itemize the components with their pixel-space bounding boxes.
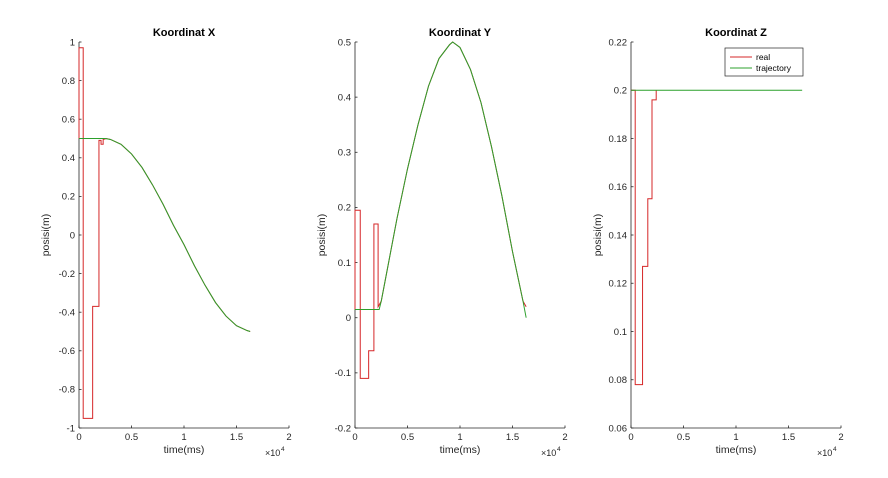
chart-1-y-axis-label: posisi(m) [316, 214, 328, 257]
chart-0-y-tick-label: -1 [67, 423, 75, 434]
chart-0-y-tick-label: 0.4 [62, 153, 75, 164]
chart-0-x-tick-label: 0.5 [125, 432, 138, 443]
chart-0-x-tick-label: 2 [286, 432, 291, 443]
chart-2-y-tick-label: 0.12 [609, 279, 628, 290]
chart-0-y-tick-label: 0.8 [62, 76, 75, 87]
chart-2-x-tick-label: 2 [838, 432, 843, 443]
chart-1-x-exponent-label: ×10 [541, 448, 556, 458]
chart-1-y-tick-label: -0.2 [335, 423, 351, 434]
chart-koordinat-x: 0 0.5 1 1.5 2 -1 -0.8 -0.6 -0.4 -0.2 0 0.2 0.4 0.6 0.8… [40, 27, 292, 458]
chart-2-x-tick-label: 0.5 [677, 432, 690, 443]
chart-1-y-tick-label: 0.4 [338, 92, 351, 103]
chart-2-y-tick-label: 0.22 [609, 37, 628, 48]
chart-1-x-tick-label: 0.5 [401, 432, 414, 443]
chart-1-y-tick-label: -0.1 [335, 368, 351, 379]
chart-1-x-tick-label: 1 [457, 432, 462, 443]
chart-0-y-tick-label: -0.4 [59, 308, 75, 319]
chart-1-x-axis-label: time(ms) [440, 444, 481, 456]
chart-1-y-tick-label: 0 [346, 313, 351, 324]
chart-0-x-exponent-label: ×10 [265, 448, 280, 458]
chart-1-series-real-line [354, 41, 527, 379]
chart-0-x-tick-label: 1.5 [230, 432, 243, 443]
chart-2-legend-box [724, 47, 804, 77]
chart-2-x-exponent-power: 4 [833, 446, 837, 453]
chart-2-legend-label-real: real [756, 52, 770, 62]
chart-0-y-axis-label: posisi(m) [40, 214, 52, 257]
chart-1-series-trajectory-line [355, 41, 527, 318]
chart-koordinat-z: 0 0.5 1 1.5 2 0.06 0.08 0.1 0.12 0.14 0.16 0.18 0.2 0… [592, 27, 844, 458]
chart-1-y-tick-label: 0.1 [338, 258, 351, 269]
chart-2-title: Koordinat Z [705, 27, 767, 39]
chart-2-x-axis-label: time(ms) [716, 444, 757, 456]
chart-1-y-tick-label: 0.3 [338, 148, 351, 159]
chart-1-title: Koordinat Y [429, 27, 492, 39]
chart-0-x-axis-label: time(ms) [164, 444, 205, 456]
chart-0-y-tick-label: 1 [70, 37, 75, 48]
chart-0-y-tick-label: 0 [70, 230, 75, 241]
chart-0-x-tick-label: 0 [76, 432, 81, 443]
chart-0-y-tick-label: -0.8 [59, 385, 75, 396]
chart-2-legend-label-trajectory: trajectory [756, 63, 792, 73]
chart-1-y-tick-label: 0.5 [338, 37, 351, 48]
chart-0-y-tick-label: -0.6 [59, 346, 75, 357]
chart-1-y-tick-label: 0.2 [338, 203, 351, 214]
chart-2-x-tick-label: 0 [628, 432, 633, 443]
chart-1-x-tick-label: 0 [352, 432, 357, 443]
chart-2-y-tick-label: 0.18 [609, 134, 628, 145]
chart-0-y-tick-label: 0.2 [62, 192, 75, 203]
chart-2-y-tick-label: 0.08 [609, 375, 628, 386]
chart-1-x-tick-label: 1.5 [506, 432, 519, 443]
chart-2-y-axis-label: posisi(m) [592, 214, 604, 257]
chart-0-series-real-line [78, 47, 251, 419]
chart-1-x-tick-label: 2 [562, 432, 567, 443]
chart-0-x-tick-label: 1 [181, 432, 186, 443]
chart-2-y-tick-label: 0.06 [609, 423, 628, 434]
chart-2-x-tick-label: 1 [733, 432, 738, 443]
chart-2-y-tick-label: 0.14 [609, 230, 628, 241]
chart-2-x-tick-label: 1.5 [782, 432, 795, 443]
chart-0-title: Koordinat X [153, 27, 216, 39]
chart-2-y-tick-label: 0.2 [614, 86, 627, 97]
chart-2-series-real-line [631, 89, 657, 386]
chart-2-y-tick-label: 0.1 [614, 327, 627, 338]
chart-0-y-tick-label: -0.2 [59, 269, 75, 280]
chart-2-y-tick-label: 0.16 [609, 182, 628, 193]
chart-0-y-tick-label: 0.6 [62, 115, 75, 126]
chart-koordinat-y: 0 0.5 1 1.5 2 -0.2 -0.1 0 0.1 0.2 0.3 0.4 0.5 ×10 4 tim… [316, 27, 568, 458]
chart-0-x-exponent-power: 4 [281, 446, 285, 453]
chart-1-x-exponent-power: 4 [557, 446, 561, 453]
chart-2-x-exponent-label: ×10 [817, 448, 832, 458]
chart-0-series-trajectory-line [79, 138, 251, 332]
